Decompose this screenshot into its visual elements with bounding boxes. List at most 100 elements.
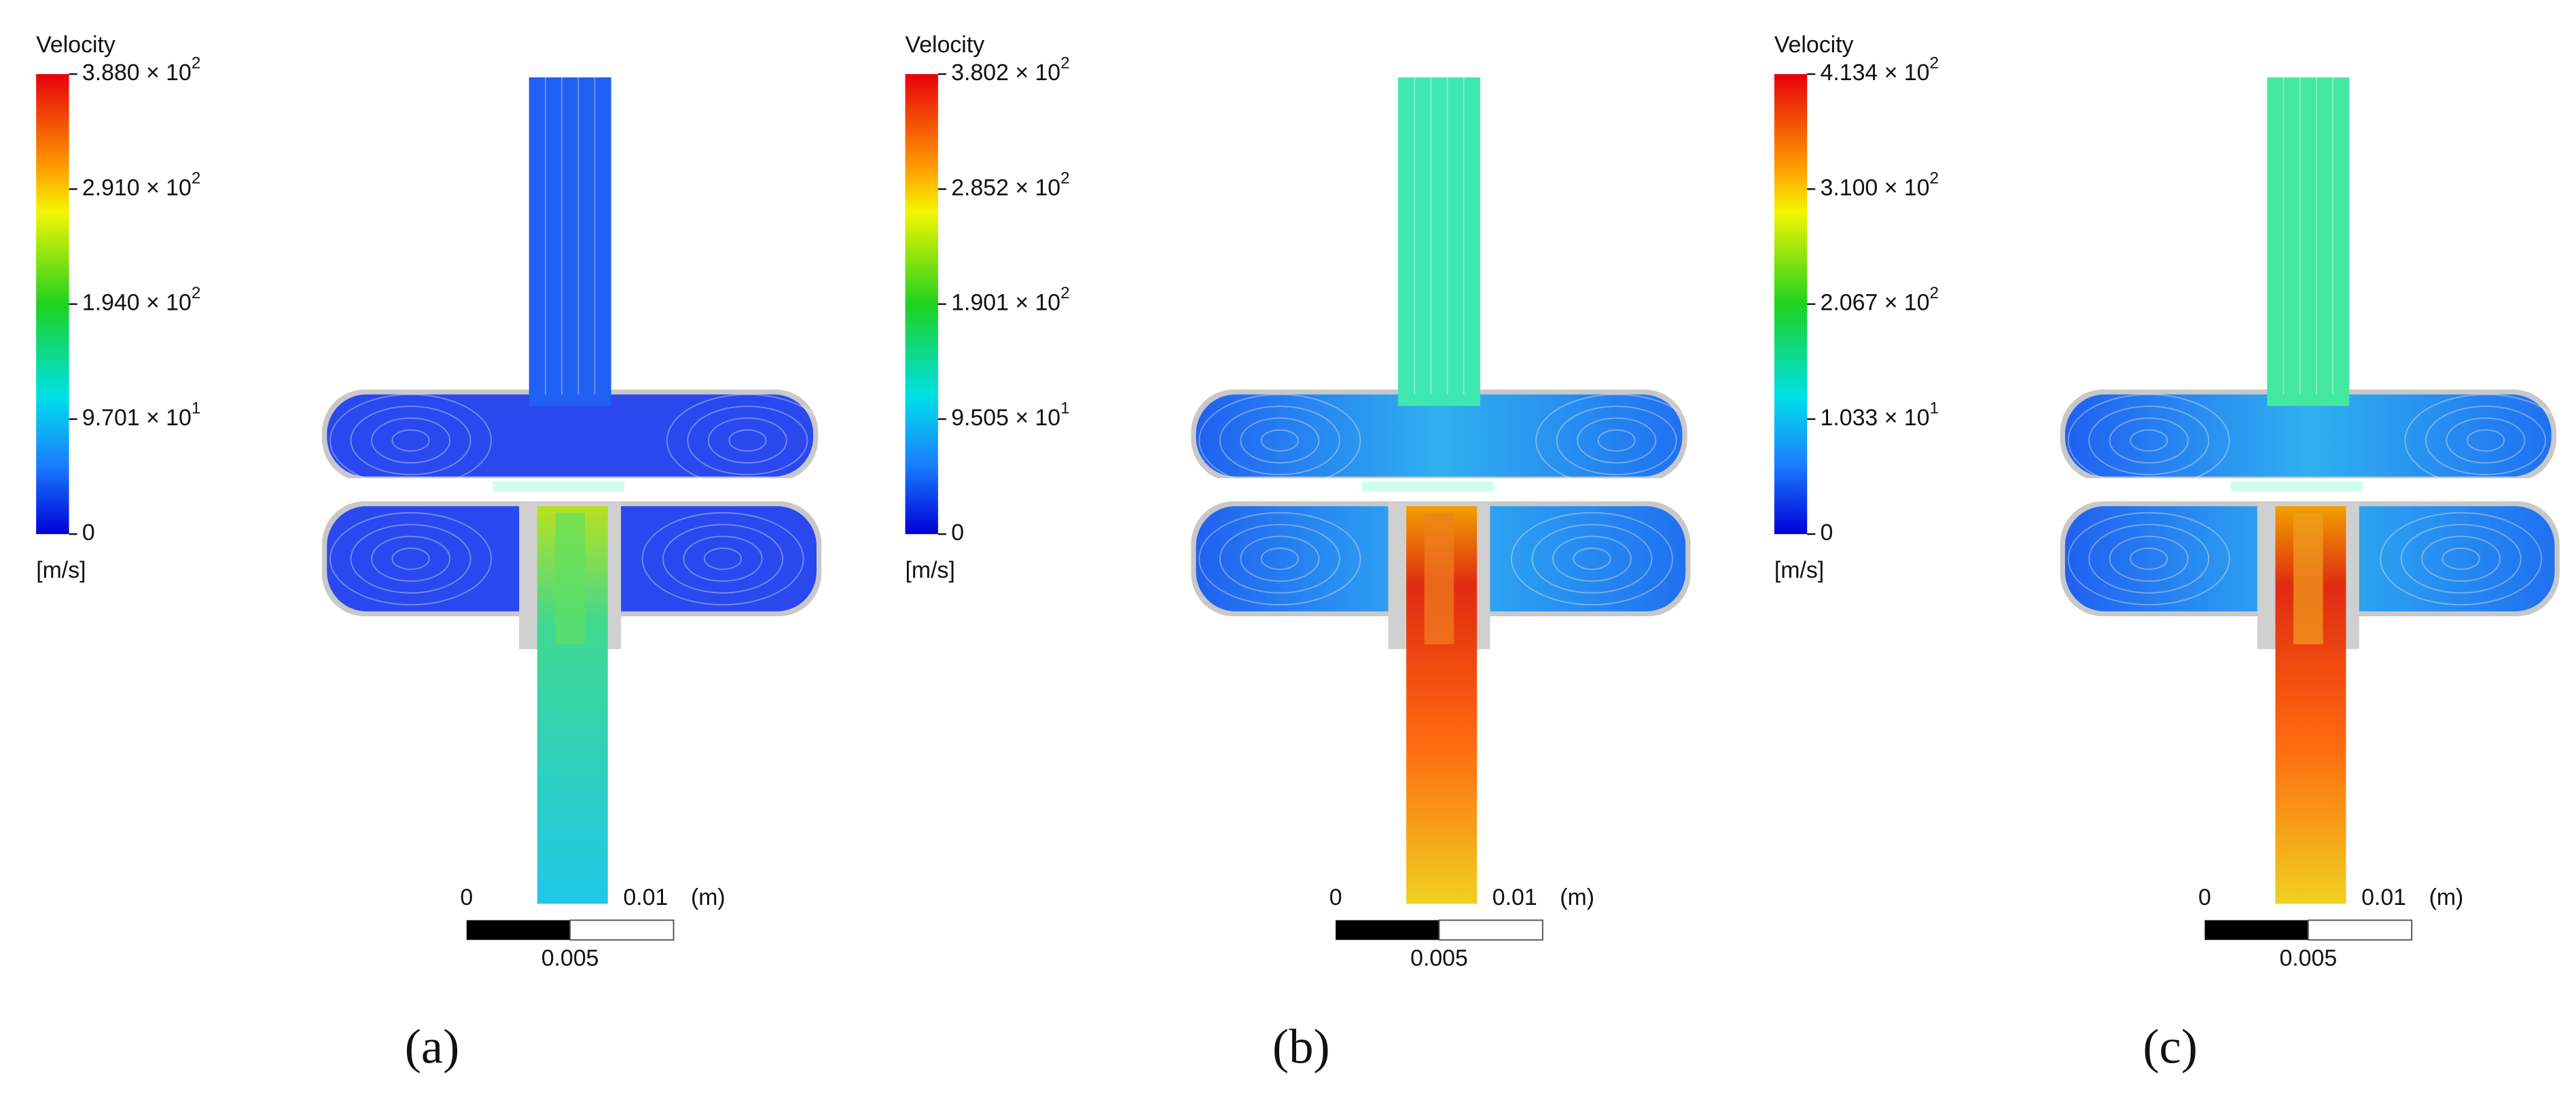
colorbar-label: 1.901 × 102: [951, 284, 1069, 315]
scale-end: 0.01: [2361, 885, 2406, 910]
label-exp: 1: [1060, 399, 1069, 418]
label-base: 0: [951, 520, 964, 546]
streamline: [1510, 512, 1673, 606]
inlet-pipe: [2267, 77, 2350, 406]
label-exp: 2: [192, 169, 200, 188]
streamline: [1573, 548, 1611, 570]
scale-bar-white: [2307, 919, 2413, 941]
inlet-pipe: [1398, 77, 1480, 406]
streamline: [2067, 393, 2230, 488]
colorbar: [36, 74, 69, 535]
colorbar: [1774, 74, 1808, 535]
streamline: [641, 512, 804, 606]
upper-flow: [1196, 394, 1683, 477]
colorbar-unit: [m/s]: [1774, 558, 1824, 584]
upper-flow: [2064, 394, 2552, 477]
scale-bar-white: [1438, 919, 1543, 941]
streamline: [2088, 524, 2210, 594]
streamline: [683, 535, 763, 582]
streamline: [704, 548, 743, 570]
scale-bar-white: [569, 919, 675, 941]
label-base: 0: [82, 520, 95, 546]
scale-end: 0.01: [1492, 885, 1537, 910]
colorbar-label: 3.802 × 102: [951, 54, 1069, 86]
colorbar-label: 3.880 × 102: [82, 54, 200, 86]
label-base: 9.701 × 10: [82, 405, 192, 431]
label-exp: 1: [1929, 399, 1938, 418]
panel-label: (a): [405, 1019, 460, 1074]
label-base: 2.067 × 10: [1821, 290, 1930, 316]
label-base: 2.852 × 10: [951, 175, 1060, 200]
scale-bar-black: [2204, 920, 2308, 940]
streamline: [1219, 406, 1340, 476]
streamline: [1552, 535, 1632, 582]
label-exp: 2: [1060, 284, 1069, 302]
streamline: [662, 524, 784, 594]
colorbar: [905, 74, 938, 535]
colorbar-label: 0: [82, 520, 95, 546]
colorbar-label: 3.100 × 102: [1821, 169, 1939, 200]
streamline: [728, 429, 767, 452]
scale-end: 0.01: [623, 885, 668, 910]
streamline: [2400, 524, 2522, 594]
streamline: [350, 524, 471, 594]
label-exp: 2: [192, 284, 200, 302]
label-exp: 2: [192, 54, 200, 73]
label-exp: 1: [192, 399, 200, 418]
streamline: [1531, 524, 1653, 594]
streamline: [687, 406, 808, 476]
upper-flow: [327, 394, 814, 477]
streamline: [2088, 406, 2210, 476]
streamline: [1219, 524, 1340, 594]
label-exp: 2: [1929, 54, 1938, 73]
streamline: [1260, 429, 1299, 452]
streamline: [2380, 512, 2543, 606]
streamline: [329, 393, 493, 488]
label-base: 2.910 × 10: [82, 175, 192, 200]
label-base: 1.901 × 10: [951, 290, 1060, 316]
streamline: [1535, 393, 1698, 488]
colorbar-unit: [m/s]: [36, 558, 86, 584]
colorbar-label: 0: [1821, 520, 1833, 546]
colorbar-label: 2.910 × 102: [82, 169, 200, 200]
streamline: [2109, 535, 2189, 582]
scale-mid: 0.005: [541, 945, 599, 971]
label-base: 3.802 × 10: [951, 60, 1060, 86]
streamline: [666, 393, 829, 488]
scale-bar-black: [1336, 920, 1439, 940]
streamline: [1240, 535, 1320, 582]
scale-start: 0: [460, 885, 473, 910]
slot-jet: [1361, 481, 1494, 492]
label-base: 4.134 × 10: [1821, 60, 1930, 86]
colorbar-label: 2.852 × 102: [951, 169, 1069, 200]
slot-jet: [493, 481, 624, 492]
streamline: [2466, 429, 2505, 452]
streamline: [1198, 393, 1361, 488]
streamline: [1556, 406, 1677, 476]
colorbar-label: 2.067 × 102: [1821, 284, 1939, 315]
jet: [555, 512, 585, 645]
colorbar-label: 1.940 × 102: [82, 284, 200, 315]
scale-mid: 0.005: [1410, 945, 1468, 971]
colorbar-label: 4.134 × 102: [1821, 54, 1939, 86]
colorbar-label: 0: [951, 520, 964, 546]
colorbar-title: Velocity: [906, 32, 985, 58]
label-base: 3.100 × 10: [1821, 175, 1930, 200]
label-base: 1.940 × 10: [82, 290, 192, 316]
inlet-pipe: [529, 77, 611, 406]
streamline: [2067, 512, 2230, 606]
streamline: [2130, 548, 2168, 570]
streamline: [1260, 548, 1299, 570]
streamline: [1577, 417, 1657, 464]
slot-jet: [2231, 481, 2363, 492]
label-base: 3.880 × 10: [82, 60, 192, 86]
panel-label: (b): [1272, 1019, 1330, 1074]
streamline: [2421, 535, 2501, 582]
label-exp: 2: [1060, 54, 1069, 73]
label-base: 1.033 × 10: [1821, 405, 1930, 431]
scale-mid: 0.005: [2279, 945, 2337, 971]
